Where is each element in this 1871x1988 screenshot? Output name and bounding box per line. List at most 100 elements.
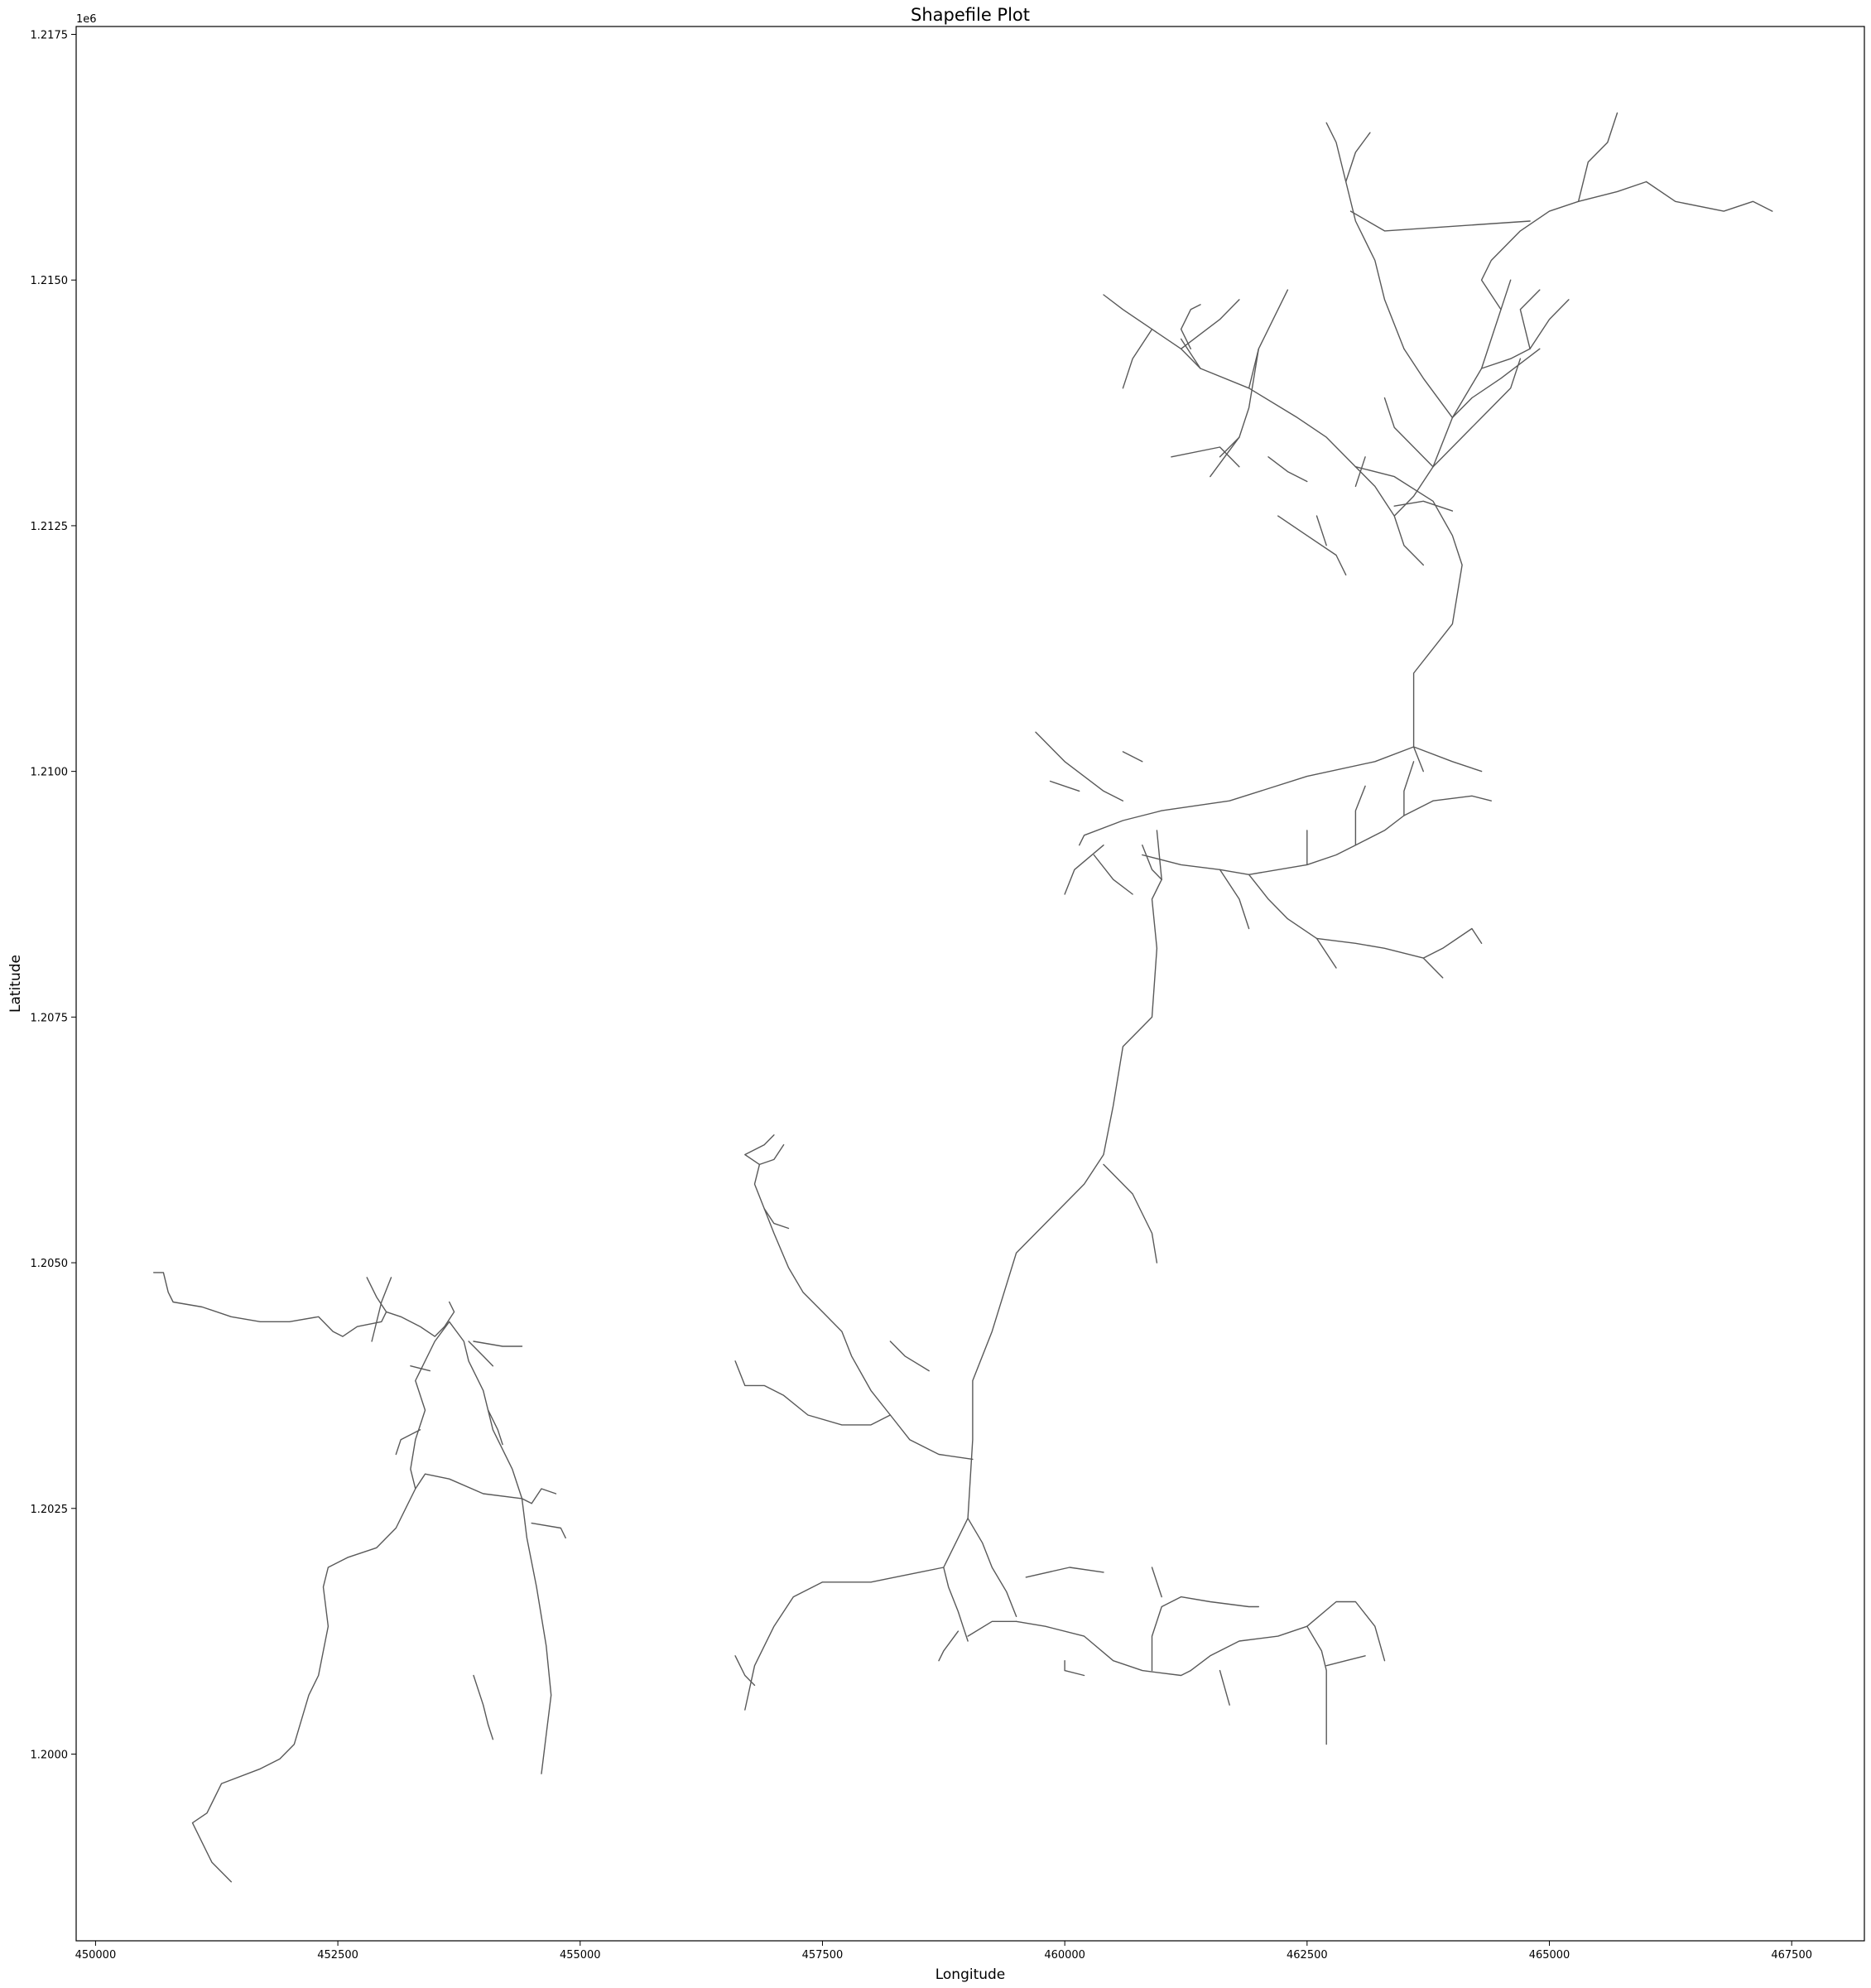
road-segment [1354, 456, 1366, 488]
road-segment [1412, 746, 1483, 773]
road-segment [152, 1272, 387, 1337]
y-tick-label: 1.2125 [31, 521, 69, 533]
x-tick-label: 460000 [1044, 1949, 1085, 1962]
x-tick-label: 452500 [317, 1949, 358, 1962]
x-tick-label: 455000 [560, 1949, 601, 1962]
y-axis-label: Latitude [7, 955, 24, 1013]
road-segment [1393, 500, 1454, 512]
road-segment [1577, 181, 1647, 203]
road-segment [1180, 304, 1201, 349]
x-tick-label: 465000 [1529, 1949, 1570, 1962]
road-segment [366, 1277, 387, 1313]
road-segment [410, 1365, 430, 1372]
axes-frame [75, 26, 1865, 1942]
road-segment [1645, 181, 1773, 212]
road-segment [531, 1522, 566, 1539]
road-segment [1064, 1659, 1085, 1677]
y-tick-label: 1.2000 [31, 1749, 69, 1761]
road-segment [1151, 1567, 1162, 1598]
chart-title: Shapefile Plot [911, 5, 1030, 25]
road-segment [734, 1360, 892, 1426]
road-segment [1412, 746, 1425, 773]
road-segment [1277, 515, 1347, 575]
road-segment [395, 1429, 421, 1456]
road-segment [1180, 338, 1201, 369]
road-segment [1354, 785, 1366, 846]
road-segment [744, 1134, 775, 1166]
road-segment [1151, 1596, 1260, 1672]
y-offset-label: 1e6 [76, 13, 97, 26]
road-segment [1349, 210, 1531, 232]
y-tick-label: 1.2025 [31, 1504, 69, 1516]
road-segment [468, 1341, 494, 1367]
road-segment [410, 1321, 523, 1499]
road-segment [1325, 122, 1347, 183]
road-segment [1064, 845, 1104, 895]
road-segment [1248, 874, 1444, 979]
y-tick-label: 1.2100 [31, 767, 69, 779]
road-segment [734, 1655, 756, 1687]
x-tick-label: 462500 [1287, 1949, 1328, 1962]
y-tick-label: 1.2150 [31, 275, 69, 287]
road-segment [1190, 1625, 1308, 1672]
road-segment [1180, 299, 1240, 349]
road-segment [967, 878, 1162, 1519]
road-segment [1451, 348, 1541, 419]
y-tick-label: 1.2050 [31, 1258, 69, 1270]
road-segment [758, 1143, 785, 1166]
road-segment [1248, 289, 1289, 389]
road-segment [1315, 937, 1337, 969]
road-segment [1156, 830, 1162, 880]
road-segment [1219, 436, 1240, 458]
road-segment [753, 1163, 974, 1461]
road-segment [1142, 845, 1162, 880]
road-segment [1122, 751, 1143, 763]
y-tick-label: 1.2175 [31, 29, 69, 41]
x-axis-label: Longitude [936, 1966, 1006, 1983]
road-segment [1325, 1655, 1366, 1667]
road-segment [1519, 289, 1541, 349]
road-segment [1078, 746, 1415, 846]
road-segment [1306, 1601, 1386, 1662]
road-segment [1035, 731, 1124, 801]
road-segment [938, 1630, 960, 1662]
road-segment [191, 1488, 416, 1883]
road-network [152, 112, 1773, 1883]
road-segment [1529, 299, 1570, 349]
x-tick-label: 467500 [1771, 1949, 1812, 1962]
road-segment [889, 1341, 930, 1372]
road-segment [1122, 328, 1153, 389]
road-segment [371, 1277, 392, 1342]
y-axis: 1.2000 1.2025 1.2050 1.2075 1.2100 1.2125 1.21… [31, 29, 76, 1761]
road-segment [1049, 780, 1080, 792]
road-segment [763, 1208, 790, 1230]
road-segment [1354, 466, 1463, 748]
x-tick-label: 457500 [802, 1949, 844, 1962]
road-segment [744, 1567, 945, 1711]
road-segment [1267, 456, 1308, 483]
road-segment [1219, 869, 1250, 930]
road-segment [1422, 927, 1483, 959]
road-segment [967, 1620, 1017, 1637]
road-segment [487, 1409, 503, 1446]
road-segment [1103, 1163, 1158, 1264]
road-segment [1306, 1625, 1327, 1745]
road-segment [1015, 1620, 1192, 1677]
road-segment [1403, 348, 1454, 419]
road-segment [1315, 515, 1327, 546]
x-axis: 450000 452500 455000 457500 460000 462500 4650… [75, 1941, 1812, 1962]
road-segment [1025, 1567, 1104, 1578]
road-segment [385, 1301, 455, 1337]
road-segment [1344, 132, 1405, 349]
road-segment [473, 1341, 523, 1347]
road-segment [1093, 854, 1133, 895]
road-segment [1171, 446, 1240, 468]
road-segment [1142, 800, 1434, 876]
road-segment [1432, 795, 1493, 801]
road-segment [1383, 397, 1434, 468]
road-segment [521, 1498, 552, 1774]
road-segment [1219, 1669, 1230, 1706]
